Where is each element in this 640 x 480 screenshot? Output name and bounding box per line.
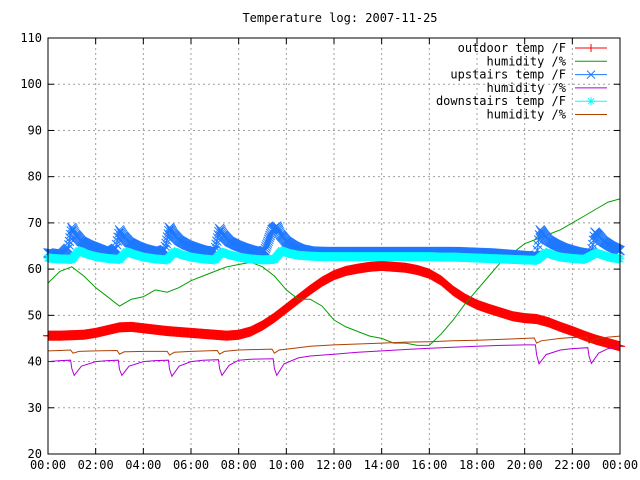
y-tick-label: 50 bbox=[28, 308, 42, 322]
data-point bbox=[262, 238, 273, 248]
x-tick-label: 02:00 bbox=[78, 458, 114, 472]
legend-label: humidity /% bbox=[487, 54, 567, 68]
series-line bbox=[47, 198, 621, 346]
series-0 bbox=[43, 260, 625, 352]
x-tick-label: 12:00 bbox=[316, 458, 352, 472]
x-tick-label: 10:00 bbox=[268, 458, 304, 472]
legend-label: downstairs temp /F bbox=[436, 94, 566, 108]
plot-area bbox=[43, 198, 625, 378]
grid-lines bbox=[48, 38, 620, 454]
legend-label: humidity /% bbox=[487, 81, 567, 95]
data-point bbox=[160, 241, 171, 252]
data-point bbox=[161, 238, 171, 249]
y-tick-label: 90 bbox=[28, 123, 42, 137]
legend-label: outdoor temp /F bbox=[458, 41, 566, 55]
data-point bbox=[260, 243, 271, 254]
x-tick-label: 04:00 bbox=[125, 458, 161, 472]
data-point bbox=[263, 234, 274, 245]
y-tick-label: 20 bbox=[28, 447, 42, 461]
x-tick-label: 06:00 bbox=[173, 458, 209, 472]
chart-title: Temperature log: 2007-11-25 bbox=[242, 11, 437, 25]
series-1 bbox=[47, 198, 621, 346]
data-point bbox=[263, 236, 273, 247]
y-tick-label: 110 bbox=[20, 31, 42, 45]
y-tick-label: 70 bbox=[28, 216, 42, 230]
data-point bbox=[264, 232, 275, 243]
legend-marker bbox=[587, 44, 595, 52]
data-point bbox=[261, 240, 272, 250]
x-tick-label: 14:00 bbox=[364, 458, 400, 472]
data-point bbox=[261, 241, 272, 252]
y-tick-label: 100 bbox=[20, 77, 42, 91]
x-tick-label: 08:00 bbox=[221, 458, 257, 472]
legend-label: humidity /% bbox=[487, 108, 567, 122]
y-tick-label: 30 bbox=[28, 401, 42, 415]
x-tick-label: 20:00 bbox=[507, 458, 543, 472]
x-tick-label: 16:00 bbox=[411, 458, 447, 472]
x-tick-label: 00:00 bbox=[602, 458, 638, 472]
y-tick-label: 60 bbox=[28, 262, 42, 276]
x-tick-label: 22:00 bbox=[554, 458, 590, 472]
data-point bbox=[211, 239, 222, 250]
legend-label: upstairs temp /F bbox=[450, 68, 566, 82]
legend-marker bbox=[587, 97, 595, 106]
x-tick-label: 00:00 bbox=[30, 458, 66, 472]
x-tick-label: 18:00 bbox=[459, 458, 495, 472]
data-point bbox=[260, 245, 270, 256]
y-tick-label: 40 bbox=[28, 355, 42, 369]
x-axis-ticks: 00:00 02:00 04:00 06:00 08:00 10:00 12:00 14:00… bbox=[30, 38, 638, 472]
y-tick-label: 80 bbox=[28, 170, 42, 184]
data-point bbox=[265, 230, 275, 241]
